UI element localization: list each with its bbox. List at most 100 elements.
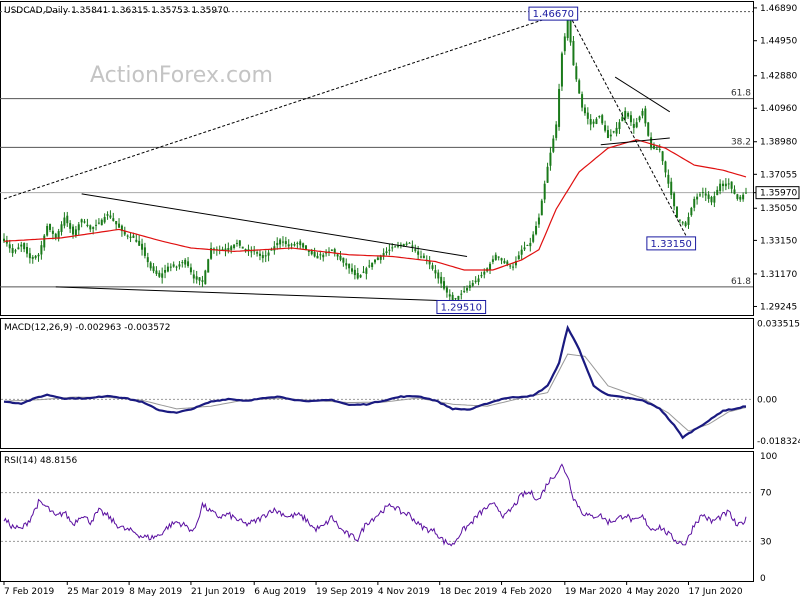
- candle-body: [624, 110, 627, 119]
- candle-body: [506, 261, 509, 265]
- candle-body: [414, 249, 417, 251]
- candle-body: [290, 244, 293, 246]
- candle-body: [664, 161, 667, 173]
- candle-body: [417, 251, 420, 255]
- candle-body: [3, 238, 5, 242]
- candle-body: [97, 222, 100, 224]
- candle-body: [520, 249, 523, 255]
- price-axis-label: 1.37055: [760, 170, 797, 180]
- candle-body: [701, 192, 704, 194]
- candle-body: [575, 66, 578, 80]
- candle-body: [632, 123, 635, 128]
- candle-body: [612, 131, 615, 133]
- candle-body: [428, 261, 431, 265]
- candle-body: [667, 174, 670, 184]
- candle-body: [132, 235, 135, 238]
- candle-body: [17, 247, 20, 250]
- candle-body: [730, 181, 733, 189]
- candle-body: [304, 245, 307, 250]
- rsi-header: RSI(14) 48.8156: [4, 456, 77, 466]
- candle-body: [92, 227, 95, 229]
- candle-body: [302, 243, 305, 248]
- macd-panel-frame: [0, 318, 754, 449]
- price-header: USDCAD,Daily 1.35841 1.36315 1.35753 1.3…: [4, 6, 229, 16]
- candle-body: [310, 249, 313, 255]
- candle-body: [500, 258, 503, 261]
- rsi-axis-label: 0: [760, 574, 766, 584]
- candle-body: [690, 207, 693, 216]
- candle-body: [724, 183, 727, 187]
- candle-body: [489, 263, 492, 271]
- candle-body: [181, 262, 184, 264]
- candle-body: [26, 246, 29, 254]
- candle-body: [592, 121, 595, 124]
- candle-body: [100, 219, 103, 226]
- candle-body: [169, 266, 172, 268]
- candle-body: [80, 219, 83, 223]
- candle-body: [474, 280, 477, 282]
- candle-body: [103, 216, 106, 223]
- candle-body: [629, 115, 632, 123]
- candle-body: [164, 270, 167, 273]
- candle-body: [460, 293, 463, 295]
- candle-body: [434, 270, 437, 274]
- candle-body: [66, 215, 69, 224]
- date-axis-label: 19 Mar 2020: [565, 587, 622, 597]
- price-axis-label: 1.38980: [760, 138, 797, 148]
- candle-body: [480, 275, 483, 277]
- candle-body: [172, 264, 175, 267]
- candle-body: [264, 255, 267, 257]
- candle-body: [382, 253, 385, 256]
- candle-body: [123, 230, 126, 235]
- candle-body: [89, 225, 92, 230]
- candle-body: [126, 235, 129, 237]
- candle-body: [284, 241, 287, 245]
- price-annotation-label: 1.46670: [533, 9, 574, 20]
- candle-body: [598, 116, 601, 118]
- candle-body: [687, 216, 690, 225]
- date-axis-label: 7 Feb 2019: [4, 587, 55, 597]
- candle-body: [371, 262, 374, 268]
- candle-body: [95, 224, 98, 226]
- candle-body: [716, 189, 719, 196]
- candle-body: [69, 223, 72, 229]
- candle-body: [86, 224, 89, 227]
- price-panel-frame: [0, 1, 754, 316]
- candle-body: [192, 274, 195, 279]
- candle-body: [529, 242, 532, 247]
- candle-body: [698, 194, 701, 196]
- candle-body: [376, 257, 379, 260]
- candle-body: [227, 248, 230, 251]
- fib-label: 61.8: [731, 277, 751, 287]
- price-layer: 61.8 38.2 61.8 1.46670 1.29510 1.33150: [0, 6, 753, 314]
- candle-body: [362, 271, 365, 273]
- candle-body: [336, 254, 339, 257]
- candle-body: [330, 249, 333, 251]
- rsi-axis-label: 100: [760, 452, 777, 462]
- candle-body: [281, 241, 284, 243]
- price-axis-label: 1.31170: [760, 270, 797, 280]
- fib-label: 38.2: [731, 137, 751, 147]
- candle-body: [235, 242, 238, 244]
- candle-body: [693, 198, 696, 208]
- candle-body: [491, 259, 494, 262]
- candle-body: [540, 200, 543, 216]
- current-price-label: 1.35970: [760, 189, 797, 199]
- candle-body: [569, 19, 572, 43]
- price-annotation-box: [436, 299, 487, 314]
- candle-body: [560, 53, 563, 87]
- candle-body: [514, 260, 517, 266]
- candle-body: [394, 246, 397, 248]
- candle-body: [451, 294, 454, 301]
- candle-body: [635, 122, 638, 128]
- candle-body: [388, 249, 391, 251]
- candle-body: [63, 217, 66, 226]
- candle-body: [618, 122, 621, 129]
- candle-body: [40, 245, 43, 255]
- candle-body: [707, 194, 710, 199]
- candle-body: [60, 224, 63, 232]
- macd-axis-label: 0.033515: [757, 320, 800, 330]
- candle-body: [106, 214, 109, 216]
- candle-body: [549, 152, 552, 166]
- candle-body: [238, 240, 241, 246]
